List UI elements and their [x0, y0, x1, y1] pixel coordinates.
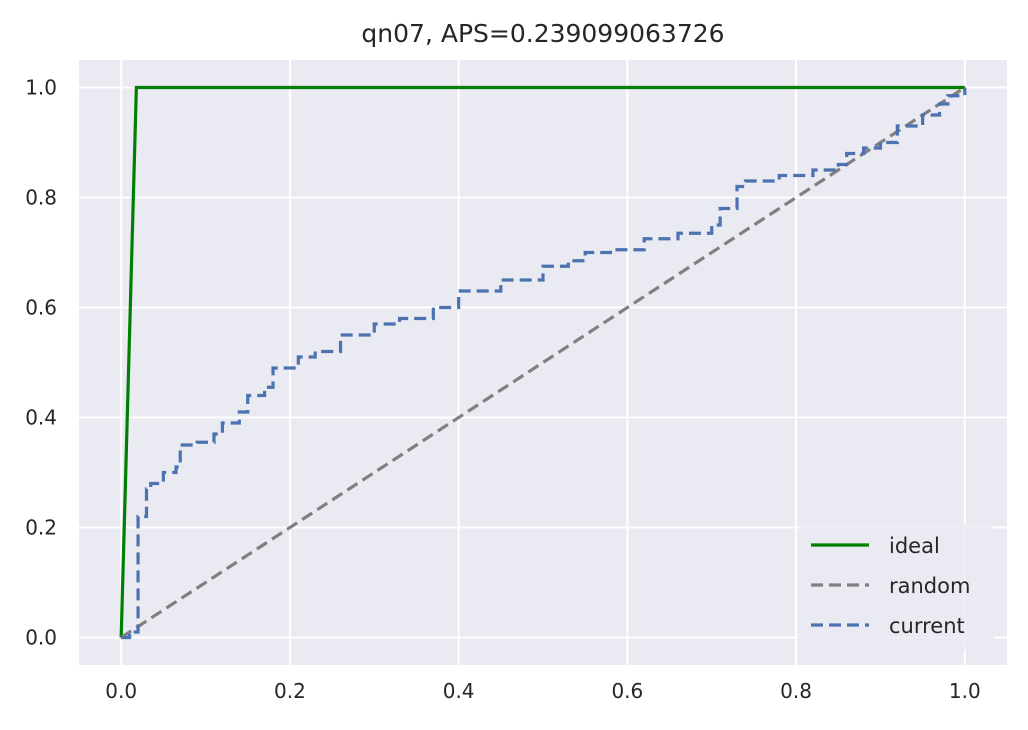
legend-label-ideal: ideal [889, 534, 940, 558]
grid-lines [79, 60, 1007, 665]
y-tick-label: 0.4 [25, 406, 57, 430]
series-line-current [121, 87, 967, 640]
y-tick-labels: 0.0 0.2 0.4 0.6 0.8 1.0 [25, 76, 57, 650]
y-tick-label: 0.0 [25, 626, 57, 650]
series-lines [119, 85, 967, 640]
series-line-random [120, 86, 966, 639]
series-line-ideal [119, 85, 965, 638]
x-tick-label: 0.2 [274, 679, 306, 703]
x-tick-label: 0.8 [780, 679, 812, 703]
x-tick-label: 0.4 [443, 679, 475, 703]
chart-title: qn07, APS=0.239099063726 [361, 19, 724, 48]
x-tick-label: 1.0 [949, 679, 981, 703]
y-tick-label: 1.0 [25, 76, 57, 100]
y-tick-label: 0.2 [25, 516, 57, 540]
legend-label-random: random [889, 574, 970, 598]
x-tick-label: 0.0 [105, 679, 137, 703]
x-tick-labels: 0.0 0.2 0.4 0.6 0.8 1.0 [105, 679, 980, 703]
y-tick-label: 0.6 [25, 296, 57, 320]
legend-label-current: current [889, 614, 965, 638]
y-tick-label: 0.8 [25, 186, 57, 210]
legend-box [798, 525, 994, 650]
legend: ideal random current [798, 525, 994, 650]
x-tick-label: 0.6 [611, 679, 643, 703]
